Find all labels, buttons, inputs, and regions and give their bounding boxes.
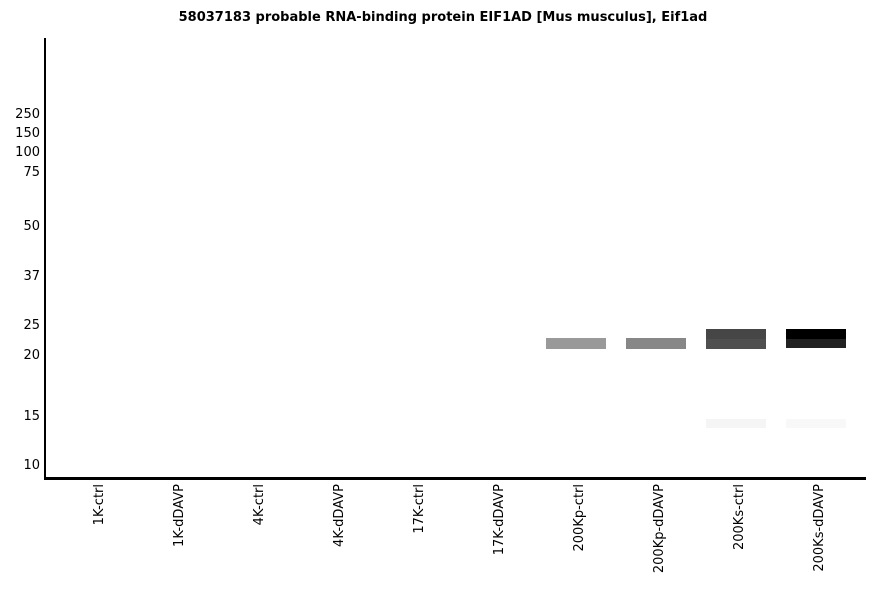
lane-label: 17K-ctrl — [412, 484, 427, 534]
lane-label: 17K-dDAVP — [492, 484, 507, 556]
y-tick-label: 75 — [23, 165, 40, 180]
y-tick-label: 15 — [23, 409, 40, 424]
band — [546, 338, 606, 349]
band — [786, 419, 846, 428]
band — [626, 338, 686, 349]
lane-label: 1K-ctrl — [92, 484, 107, 526]
y-tick-label: 20 — [23, 348, 40, 363]
band — [786, 339, 846, 348]
y-tick-label: 150 — [15, 126, 40, 141]
y-tick-label: 100 — [15, 145, 40, 160]
lane-label: 1K-dDAVP — [172, 484, 187, 547]
y-tick-label: 10 — [23, 458, 40, 473]
lane-label: 200Ks-ctrl — [732, 484, 747, 551]
lane-label: 200Kp-ctrl — [572, 484, 587, 552]
y-axis-line — [44, 38, 46, 480]
band — [706, 339, 766, 349]
chart-title: 58037183 probable RNA-binding protein EI… — [178, 10, 708, 25]
lane-label: 200Kp-dDAVP — [652, 484, 667, 574]
y-tick-label: 37 — [23, 269, 40, 284]
band — [786, 329, 846, 339]
x-axis-line — [44, 477, 866, 480]
band — [706, 419, 766, 428]
band — [706, 329, 766, 339]
y-tick-label: 50 — [23, 219, 40, 234]
y-tick-label: 25 — [23, 318, 40, 333]
lane-label: 200Ks-dDAVP — [812, 484, 827, 572]
y-tick-label: 250 — [15, 107, 40, 122]
lane-label: 4K-dDAVP — [332, 484, 347, 547]
lane-label: 4K-ctrl — [252, 484, 267, 526]
